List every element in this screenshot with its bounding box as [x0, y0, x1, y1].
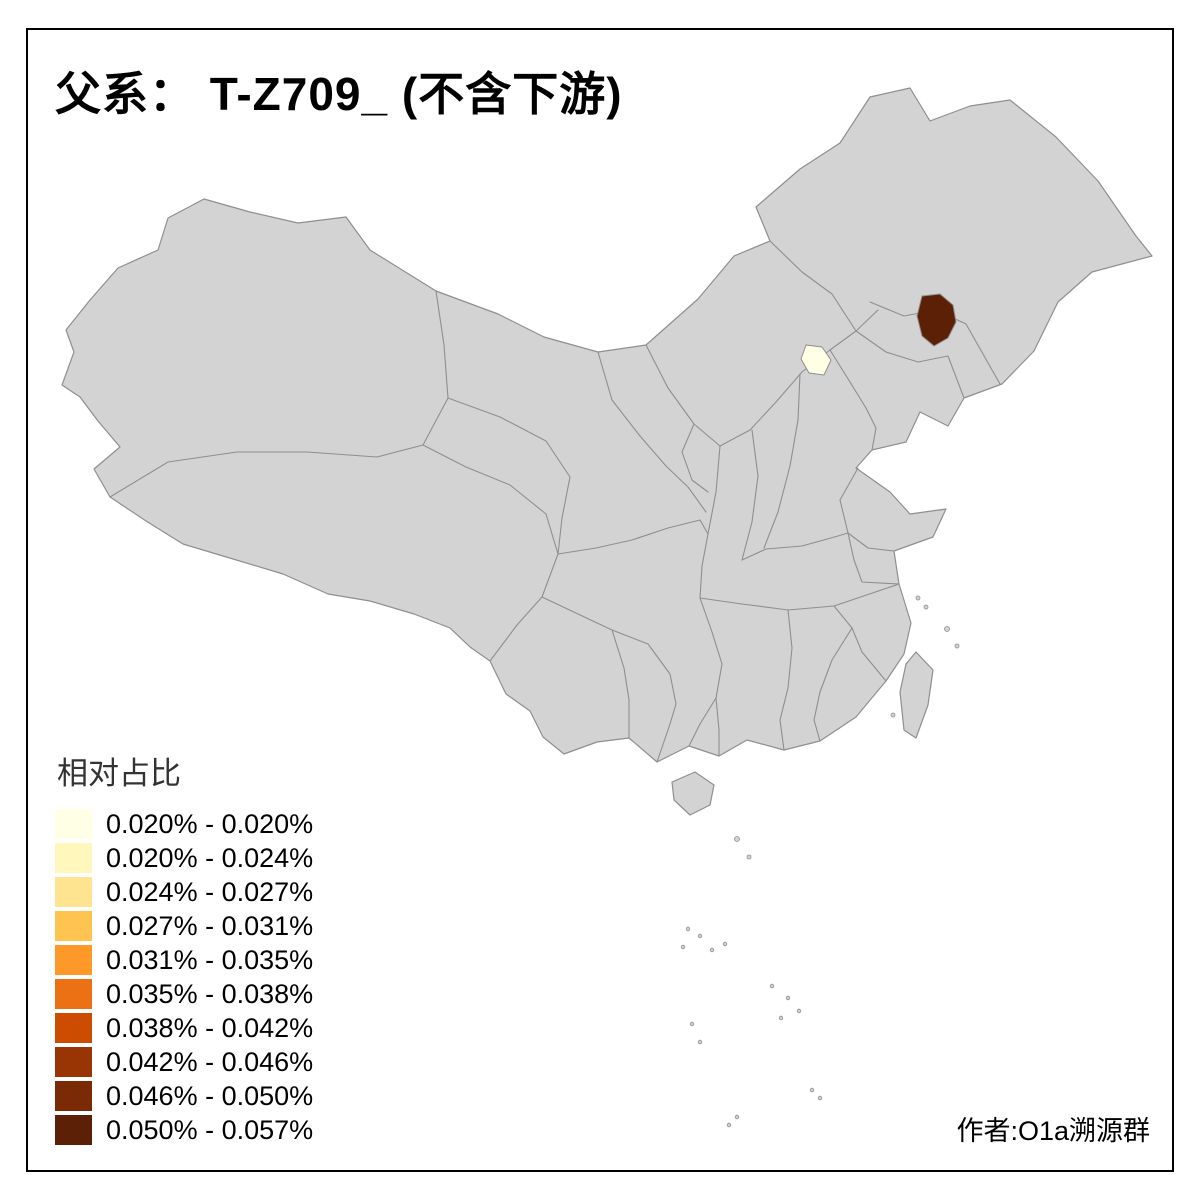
legend-item: 0.046% - 0.050%	[55, 1081, 313, 1111]
legend-swatch	[55, 843, 92, 873]
taiwan-island	[899, 651, 934, 739]
legend-swatch	[55, 945, 92, 975]
legend-items: 0.020% - 0.020% 0.020% - 0.024% 0.024% - 0…	[55, 809, 313, 1145]
legend-item: 0.042% - 0.046%	[55, 1047, 313, 1077]
legend-label: 0.046% - 0.050%	[106, 1080, 314, 1111]
legend-label: 0.020% - 0.024%	[106, 842, 314, 873]
legend-swatch	[55, 1013, 92, 1043]
legend-label: 0.024% - 0.027%	[106, 876, 314, 907]
legend-item: 0.020% - 0.024%	[55, 843, 313, 873]
legend-title: 相对占比	[57, 756, 181, 791]
hainan-island	[671, 771, 715, 816]
legend-item: 0.024% - 0.027%	[55, 877, 313, 907]
legend-swatch	[55, 1115, 92, 1145]
legend-label: 0.050% - 0.057%	[106, 1114, 314, 1145]
province-borders	[109, 240, 1001, 763]
legend-item: 0.035% - 0.038%	[55, 979, 313, 1009]
legend-label: 0.035% - 0.038%	[106, 978, 314, 1009]
legend-item: 0.050% - 0.057%	[55, 1115, 313, 1145]
legend-label: 0.042% - 0.046%	[106, 1046, 314, 1077]
mainland-region	[61, 87, 1153, 763]
legend-swatch	[55, 1047, 92, 1077]
legend-swatch	[55, 1081, 92, 1111]
page-title: 父系： T-Z709_ (不含下游)	[55, 68, 623, 120]
author-credit: 作者:O1a溯源群	[956, 1116, 1150, 1146]
legend-swatch	[55, 809, 92, 839]
legend-item: 0.031% - 0.035%	[55, 945, 313, 975]
legend-label: 0.020% - 0.020%	[106, 808, 314, 839]
legend-item: 0.020% - 0.020%	[55, 809, 313, 839]
legend-item: 0.027% - 0.031%	[55, 911, 313, 941]
legend-label: 0.027% - 0.031%	[106, 910, 314, 941]
legend-swatch	[55, 911, 92, 941]
legend-item: 0.038% - 0.042%	[55, 1013, 313, 1043]
highlight-region-pale	[800, 344, 832, 376]
legend-label: 0.031% - 0.035%	[106, 944, 314, 975]
highlight-region-dark	[916, 293, 957, 347]
legend: 相对占比 0.020% - 0.020% 0.020% - 0.024% 0.024…	[55, 748, 313, 1149]
legend-swatch	[55, 877, 92, 907]
legend-label: 0.038% - 0.042%	[106, 1012, 314, 1043]
small-islands	[680, 595, 960, 1128]
legend-swatch	[55, 979, 92, 1009]
